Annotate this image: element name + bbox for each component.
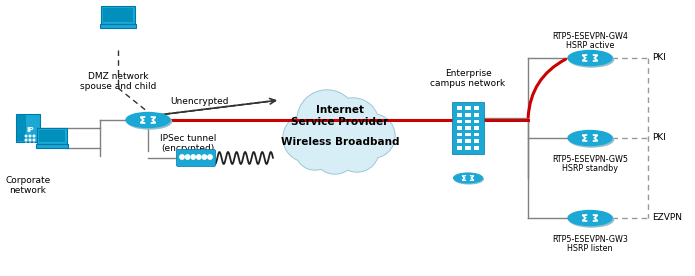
Circle shape bbox=[327, 98, 379, 150]
Text: HSRP listen: HSRP listen bbox=[567, 244, 613, 253]
Circle shape bbox=[33, 139, 35, 141]
Text: Wireless Broadband: Wireless Broadband bbox=[281, 137, 399, 147]
Circle shape bbox=[33, 135, 35, 137]
Ellipse shape bbox=[568, 131, 612, 145]
Bar bbox=[474, 133, 480, 136]
Circle shape bbox=[336, 129, 378, 171]
Bar bbox=[466, 126, 471, 130]
Ellipse shape bbox=[569, 132, 614, 147]
Bar bbox=[466, 139, 471, 143]
Text: HSRP active: HSRP active bbox=[566, 41, 614, 50]
Circle shape bbox=[197, 155, 201, 159]
Text: RTP5-ESEVPN-GW4: RTP5-ESEVPN-GW4 bbox=[552, 32, 628, 41]
Bar bbox=[457, 133, 462, 136]
Circle shape bbox=[29, 135, 31, 137]
Text: RTP5-ESEVPN-GW3: RTP5-ESEVPN-GW3 bbox=[552, 235, 628, 244]
Bar bbox=[474, 113, 480, 117]
Circle shape bbox=[295, 130, 335, 170]
Circle shape bbox=[29, 143, 31, 145]
Bar bbox=[474, 126, 480, 130]
Circle shape bbox=[186, 155, 190, 159]
Ellipse shape bbox=[126, 113, 170, 128]
Bar bbox=[457, 120, 462, 123]
Bar bbox=[457, 113, 462, 117]
Text: HSRP standby: HSRP standby bbox=[562, 164, 618, 173]
Circle shape bbox=[298, 91, 356, 149]
Circle shape bbox=[25, 139, 27, 141]
Bar bbox=[457, 107, 462, 110]
Bar bbox=[466, 113, 471, 117]
Bar bbox=[474, 146, 480, 150]
Text: PKI: PKI bbox=[652, 54, 666, 62]
Ellipse shape bbox=[455, 174, 483, 184]
Bar bbox=[457, 146, 462, 150]
Text: Corporate
network: Corporate network bbox=[6, 176, 51, 195]
Text: EZVPN: EZVPN bbox=[652, 214, 682, 222]
Circle shape bbox=[191, 155, 195, 159]
Bar bbox=[466, 146, 471, 150]
FancyBboxPatch shape bbox=[177, 150, 215, 166]
Bar bbox=[474, 139, 480, 143]
FancyBboxPatch shape bbox=[101, 6, 135, 24]
Ellipse shape bbox=[568, 211, 612, 225]
Bar bbox=[474, 120, 480, 123]
Bar bbox=[457, 126, 462, 130]
Bar bbox=[466, 133, 471, 136]
Bar bbox=[466, 107, 471, 110]
Text: Internet
Service Provider: Internet Service Provider bbox=[291, 105, 389, 127]
Circle shape bbox=[351, 114, 395, 158]
Circle shape bbox=[33, 143, 35, 145]
Text: PKI: PKI bbox=[652, 134, 666, 142]
Bar bbox=[452, 102, 484, 154]
Ellipse shape bbox=[569, 52, 614, 67]
Circle shape bbox=[314, 131, 356, 173]
Ellipse shape bbox=[569, 212, 614, 227]
Ellipse shape bbox=[454, 173, 482, 183]
Text: RTP5-ESEVPN-GW5: RTP5-ESEVPN-GW5 bbox=[552, 155, 628, 164]
Circle shape bbox=[283, 114, 331, 162]
FancyBboxPatch shape bbox=[36, 144, 68, 148]
Circle shape bbox=[328, 99, 378, 149]
Circle shape bbox=[180, 155, 184, 159]
Text: IP: IP bbox=[26, 127, 34, 133]
Circle shape bbox=[297, 90, 357, 150]
Circle shape bbox=[208, 155, 212, 159]
Circle shape bbox=[313, 130, 357, 174]
Circle shape bbox=[25, 143, 27, 145]
Text: DMZ network
spouse and child: DMZ network spouse and child bbox=[80, 72, 156, 91]
Circle shape bbox=[25, 135, 27, 137]
Ellipse shape bbox=[568, 51, 612, 65]
FancyBboxPatch shape bbox=[37, 128, 67, 144]
Circle shape bbox=[335, 128, 379, 172]
Bar bbox=[474, 107, 480, 110]
Circle shape bbox=[202, 155, 206, 159]
Ellipse shape bbox=[127, 114, 172, 129]
Circle shape bbox=[352, 115, 394, 157]
Circle shape bbox=[296, 131, 334, 169]
Text: IPSec tunnel
(encrypted): IPSec tunnel (encrypted) bbox=[160, 134, 216, 153]
FancyBboxPatch shape bbox=[100, 24, 136, 28]
FancyBboxPatch shape bbox=[17, 115, 26, 141]
FancyBboxPatch shape bbox=[39, 130, 65, 142]
Bar bbox=[466, 120, 471, 123]
Circle shape bbox=[284, 115, 330, 161]
FancyBboxPatch shape bbox=[16, 114, 40, 142]
Bar bbox=[457, 139, 462, 143]
Text: Enterprise
campus network: Enterprise campus network bbox=[430, 69, 505, 88]
Circle shape bbox=[29, 139, 31, 141]
FancyBboxPatch shape bbox=[103, 8, 133, 22]
Text: Unencrypted: Unencrypted bbox=[170, 97, 229, 107]
